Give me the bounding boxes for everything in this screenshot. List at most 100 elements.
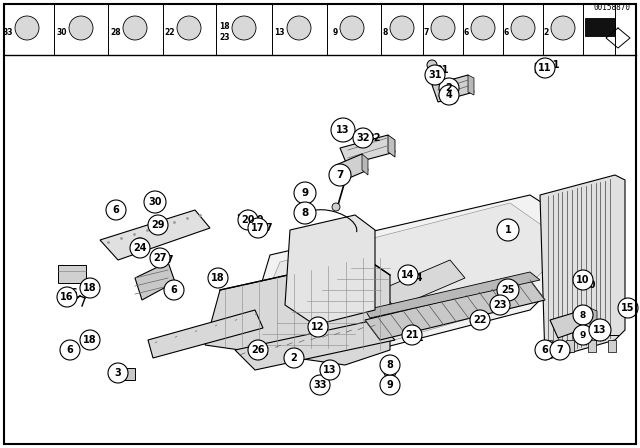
Text: 21: 21	[405, 330, 419, 340]
Polygon shape	[540, 175, 625, 360]
Text: 13: 13	[336, 125, 349, 135]
Circle shape	[108, 363, 128, 383]
Circle shape	[106, 200, 126, 220]
Text: 10: 10	[576, 275, 589, 285]
Polygon shape	[248, 224, 264, 235]
Circle shape	[380, 375, 400, 395]
Circle shape	[133, 238, 147, 252]
Circle shape	[439, 85, 459, 105]
Polygon shape	[590, 308, 597, 328]
Text: 13: 13	[323, 365, 337, 375]
Text: 27: 27	[153, 253, 167, 263]
Polygon shape	[285, 215, 375, 325]
Circle shape	[294, 182, 316, 204]
Circle shape	[427, 60, 437, 70]
Polygon shape	[566, 340, 574, 352]
Text: 7: 7	[424, 27, 429, 36]
Polygon shape	[468, 75, 474, 95]
Circle shape	[551, 16, 575, 40]
Text: 10: 10	[583, 280, 596, 290]
Text: 6: 6	[541, 345, 548, 355]
Text: 9: 9	[387, 380, 394, 390]
Polygon shape	[362, 154, 368, 175]
Text: 6: 6	[464, 27, 469, 36]
Circle shape	[144, 191, 166, 213]
Text: 15: 15	[620, 308, 634, 318]
Circle shape	[80, 278, 100, 298]
Text: 22: 22	[473, 315, 487, 325]
Circle shape	[80, 330, 100, 350]
Text: 26: 26	[255, 348, 269, 358]
Text: 18: 18	[83, 283, 97, 293]
Circle shape	[123, 16, 147, 40]
Text: 6: 6	[171, 285, 177, 295]
Circle shape	[208, 268, 228, 288]
Circle shape	[287, 16, 311, 40]
Circle shape	[384, 366, 396, 378]
Polygon shape	[205, 258, 390, 365]
Text: 11: 11	[547, 60, 561, 70]
Text: 11: 11	[538, 63, 552, 73]
Text: 32: 32	[356, 133, 370, 143]
Text: 2: 2	[445, 83, 452, 93]
Circle shape	[248, 218, 268, 238]
Circle shape	[340, 16, 364, 40]
Circle shape	[497, 219, 519, 241]
Circle shape	[69, 16, 93, 40]
Text: 27: 27	[160, 255, 173, 265]
Circle shape	[331, 118, 355, 142]
Text: 17: 17	[252, 223, 265, 233]
Circle shape	[164, 280, 184, 300]
Text: 6: 6	[113, 205, 120, 215]
Circle shape	[320, 360, 340, 380]
Circle shape	[284, 348, 304, 368]
Polygon shape	[340, 135, 395, 165]
Text: 28: 28	[110, 27, 121, 36]
Circle shape	[137, 242, 143, 248]
Text: 20: 20	[250, 215, 264, 225]
Text: 16: 16	[65, 288, 79, 298]
Circle shape	[402, 325, 422, 345]
Text: 7: 7	[557, 345, 563, 355]
Polygon shape	[608, 340, 616, 352]
Text: 33: 33	[313, 380, 327, 390]
Text: 18: 18	[83, 335, 97, 345]
Polygon shape	[388, 135, 395, 157]
Text: 8: 8	[301, 208, 308, 218]
Circle shape	[490, 295, 510, 315]
Text: 3: 3	[115, 368, 122, 378]
Text: 31: 31	[435, 65, 449, 75]
Text: 23: 23	[493, 300, 507, 310]
Text: 31: 31	[428, 70, 442, 80]
Circle shape	[60, 340, 80, 360]
Polygon shape	[432, 75, 474, 102]
Text: 12: 12	[311, 322, 324, 332]
Circle shape	[398, 265, 418, 285]
Polygon shape	[148, 310, 263, 358]
Circle shape	[535, 340, 555, 360]
Text: 26: 26	[252, 345, 265, 355]
Text: 21: 21	[410, 333, 424, 343]
Text: 29: 29	[155, 220, 168, 230]
Polygon shape	[365, 280, 545, 340]
Polygon shape	[588, 340, 596, 352]
Text: 8: 8	[383, 27, 388, 36]
Circle shape	[232, 16, 256, 40]
Text: 1: 1	[504, 225, 511, 235]
Polygon shape	[255, 195, 600, 355]
Text: 4: 4	[450, 96, 457, 106]
Circle shape	[589, 319, 611, 341]
Text: 9: 9	[301, 188, 308, 198]
Text: 7: 7	[336, 170, 344, 180]
Polygon shape	[544, 340, 552, 352]
Text: 6: 6	[504, 27, 509, 36]
Text: 14: 14	[410, 273, 424, 283]
Polygon shape	[380, 260, 465, 308]
Polygon shape	[100, 210, 210, 260]
Polygon shape	[550, 308, 595, 338]
Text: 15: 15	[621, 303, 635, 313]
Polygon shape	[135, 262, 175, 300]
Polygon shape	[235, 320, 395, 370]
Circle shape	[470, 310, 490, 330]
Circle shape	[294, 202, 316, 224]
